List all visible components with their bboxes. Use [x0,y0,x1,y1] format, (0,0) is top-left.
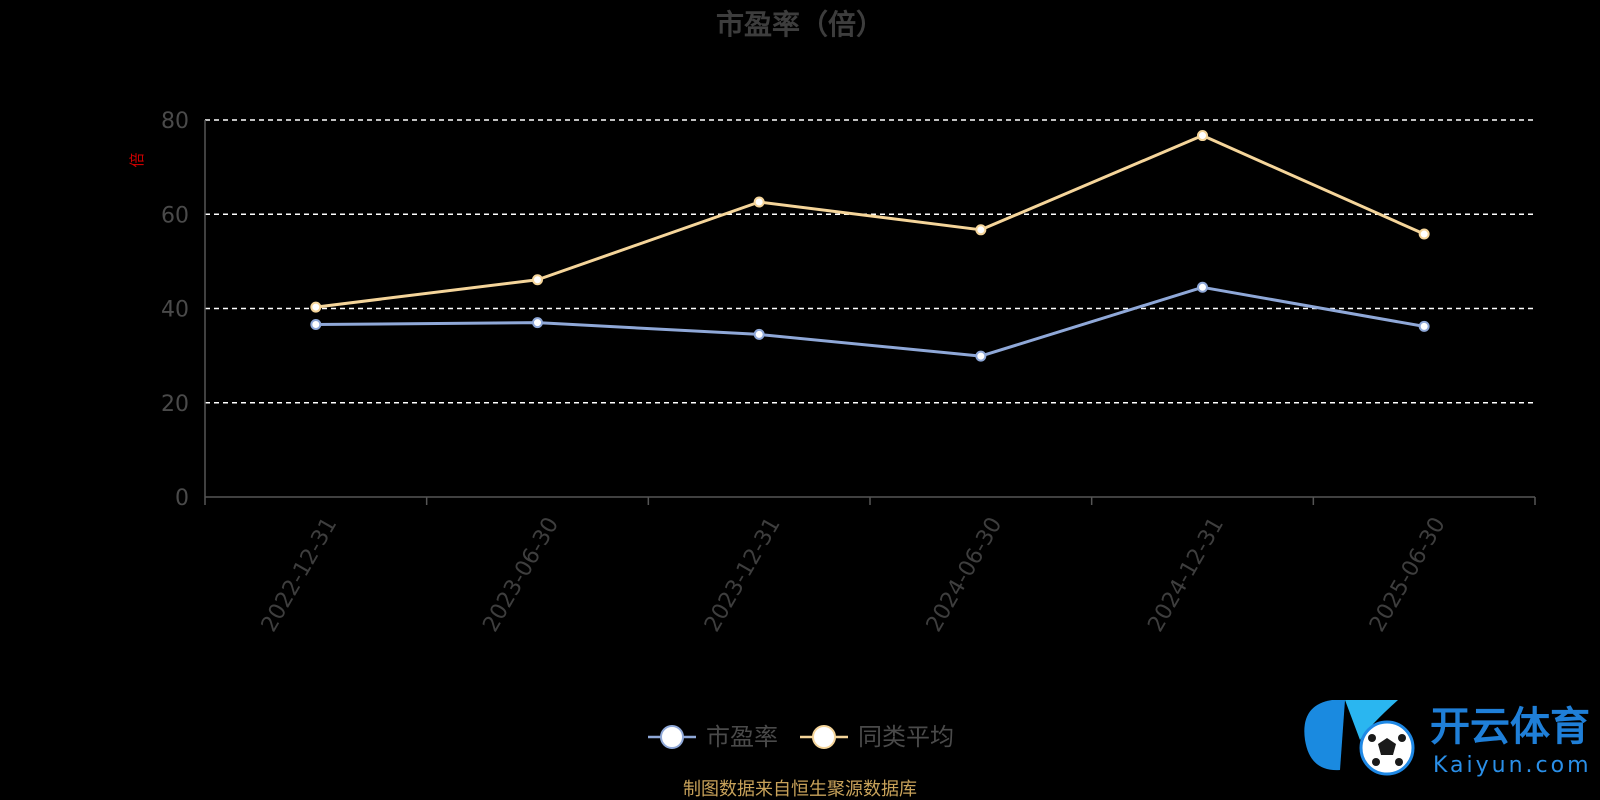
logo-text-en: Kaiyun.com [1433,753,1592,778]
brand-logo: 开云体育 Kaiyun.com [1304,700,1592,778]
legend-item-1[interactable]: 同类平均 [800,723,954,751]
y-axis-unit: 倍 [128,152,146,167]
data-source-note: 制图数据来自恒生聚源数据库 [683,779,917,800]
x-tick-label: 2025-06-30 [1365,513,1451,636]
data-point[interactable] [532,317,543,329]
data-point[interactable] [532,274,543,286]
logo-mark-icon [1304,700,1415,776]
grid-lines [205,119,1535,404]
x-tick-label: 2024-06-30 [922,513,1008,636]
y-tick-label: 80 [161,109,189,134]
data-point[interactable] [1197,281,1208,293]
chart-title: 市盈率（倍） [716,8,884,41]
x-tick-label: 2023-12-31 [700,513,786,636]
y-tick-label: 0 [175,486,189,511]
x-tick-label: 2023-06-30 [478,513,564,636]
legend-marker [812,725,836,749]
axes: 0 20 40 60 80 2022-12-31 2023-06-30 2023-12-31 2… [161,109,1536,636]
data-point[interactable] [1418,228,1430,240]
legend-item-0[interactable]: 市盈率 [648,723,778,751]
data-point[interactable] [310,301,322,313]
data-point[interactable] [310,319,322,331]
legend-label: 同类平均 [858,723,954,751]
series-lines [310,130,1430,362]
y-tick-label: 40 [161,298,189,323]
legend[interactable]: 市盈率 同类平均 [648,723,954,751]
y-tick-label: 20 [161,392,189,417]
legend-marker [660,725,684,749]
x-tick-label: 2024-12-31 [1143,513,1229,636]
data-point[interactable] [753,196,765,208]
data-point[interactable] [1197,130,1208,142]
data-point[interactable] [975,350,987,362]
data-point[interactable] [1418,320,1430,332]
y-tick-label: 60 [161,203,189,228]
legend-label: 市盈率 [706,723,778,751]
series-line-1 [315,134,1425,309]
data-point[interactable] [975,224,987,236]
x-tick-label: 2022-12-31 [257,513,343,636]
series-line-0 [315,285,1425,358]
logo-text-cn: 开云体育 [1430,704,1590,750]
data-point[interactable] [753,328,765,340]
